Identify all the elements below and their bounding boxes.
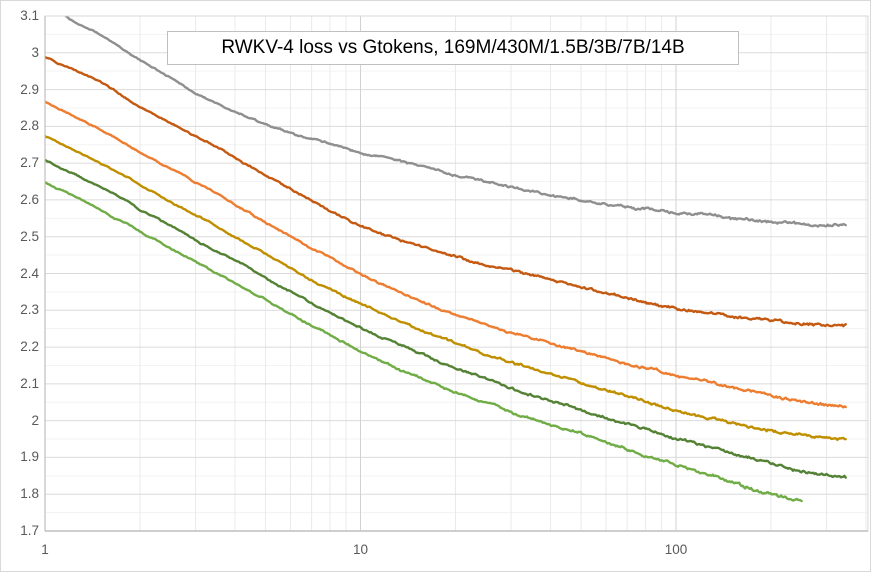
series-7B-line[interactable] [45, 159, 847, 479]
y-tick-label-3: 3 [31, 44, 39, 60]
chart-title-text: RWKV-4 loss vs Gtokens, 169M/430M/1.5B/3… [221, 37, 685, 58]
y-tick-label-1.7: 1.7 [20, 523, 39, 538]
y-tick-label-2.3: 2.3 [20, 302, 39, 318]
series-14B-line[interactable] [45, 181, 803, 503]
y-tick-label-1.8: 1.8 [20, 486, 39, 502]
y-tick-label-2.7: 2.7 [20, 155, 39, 171]
y-tick-label-2: 2 [31, 412, 39, 428]
gridlines-major [45, 15, 868, 532]
y-tick-label-2.2: 2.2 [20, 339, 39, 355]
chart-title[interactable]: RWKV-4 loss vs Gtokens, 169M/430M/1.5B/3… [167, 31, 739, 65]
series-group [45, 1, 847, 503]
y-tick-label-2.5: 2.5 [20, 228, 39, 244]
x-tick-label-100: 100 [664, 542, 688, 557]
y-tick-label-1.9: 1.9 [20, 449, 39, 465]
series-3B-line[interactable] [45, 134, 847, 442]
x-tick-label-10: 10 [352, 542, 369, 557]
y-tick-label-3.1: 3.1 [20, 8, 39, 23]
y-tick-label-2.6: 2.6 [20, 191, 39, 207]
y-tick-label-2.4: 2.4 [20, 265, 39, 281]
series-169M-line[interactable] [45, 1, 847, 228]
y-tick-label-2.9: 2.9 [20, 81, 39, 97]
y-tick-label-2.8: 2.8 [20, 118, 39, 134]
series-430M-line[interactable] [45, 55, 847, 328]
series-1.5B-line[interactable] [45, 100, 847, 409]
y-tick-label-2.1: 2.1 [20, 375, 39, 391]
x-tick-label-1: 1 [41, 542, 49, 557]
